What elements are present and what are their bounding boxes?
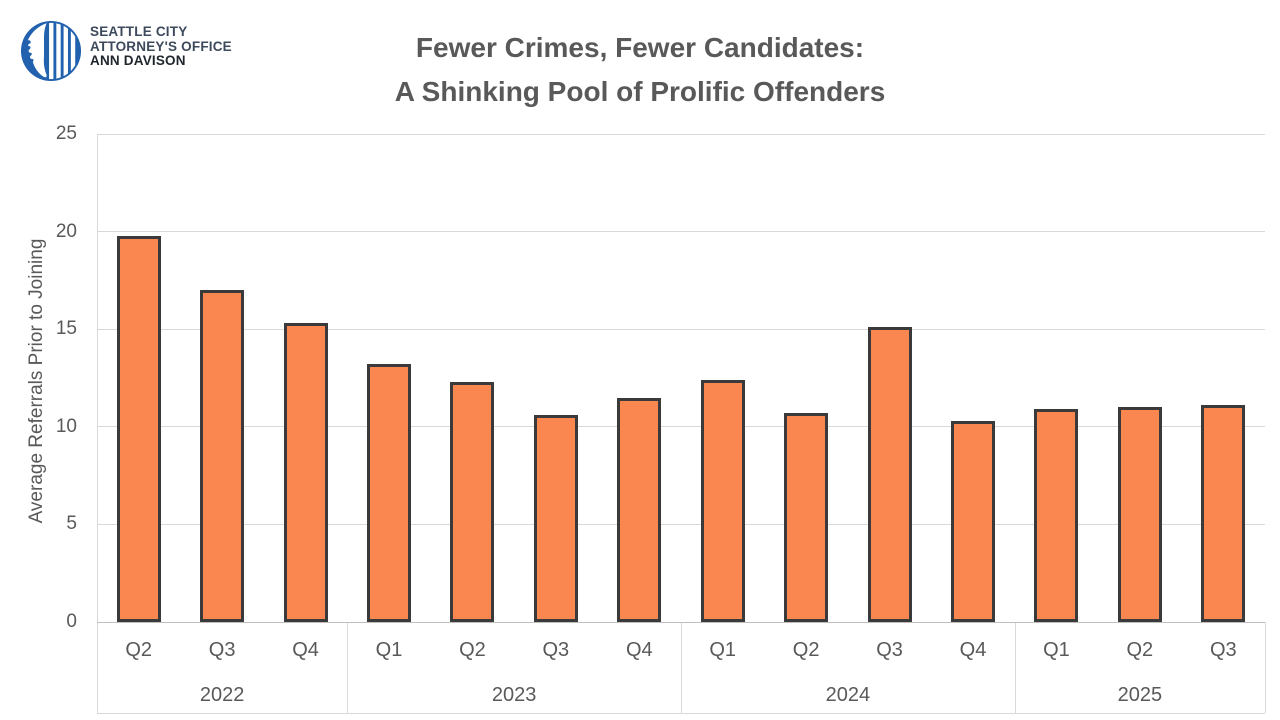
y-tick-15: 15: [55, 318, 77, 340]
chart-title-line1: Fewer Crimes, Fewer Candidates:: [415, 32, 865, 63]
x-group-label-2024: 2024: [825, 684, 871, 706]
chart-title-line2: A Shinking Pool of Prolific Offenders: [394, 76, 886, 107]
emblem-stripes: [49, 22, 76, 80]
gridline-20: [97, 231, 1265, 233]
bar-2025-Q3: [1201, 405, 1246, 622]
gridline-25: [97, 133, 1265, 135]
y-tick-10: 10: [55, 415, 77, 437]
gridline-10: [97, 426, 1265, 428]
y-tick-20: 20: [55, 220, 77, 242]
bar-2025-Q1: [1034, 409, 1079, 622]
bar-2024-Q1: [700, 379, 745, 622]
x-label-2023-Q4: Q4: [625, 639, 653, 661]
x-label-2024-Q3: Q3: [876, 639, 903, 661]
seattle-city-emblem-icon: [20, 20, 82, 82]
group-separator-2022: [347, 622, 349, 713]
x-label-2025-Q2: Q2: [1126, 639, 1154, 661]
chief-seattle-profile-icon: [27, 23, 47, 78]
x-label-2022-Q3: Q3: [208, 639, 236, 661]
logo-block: SEATTLE CITY ATTORNEY'S OFFICE ANN DAVIS…: [20, 20, 232, 82]
attorney-name: ANN DAVISON: [90, 53, 186, 68]
bar-2024-Q3: [867, 327, 912, 622]
x-label-2023-Q1: Q1: [375, 639, 403, 661]
bar-2024-Q2: [784, 413, 829, 622]
bar-2023-Q1: [367, 364, 411, 622]
bar-2024-Q4: [951, 420, 995, 622]
org-name-line2: ATTORNEY'S OFFICE: [90, 38, 232, 54]
bar-2022-Q4: [283, 323, 328, 622]
bar-2025-Q2: [1117, 407, 1162, 622]
gridline-15: [97, 328, 1265, 330]
plot-right-border: [1265, 622, 1266, 713]
org-text: SEATTLE CITY ATTORNEY'S OFFICE ANN DAVIS…: [90, 20, 232, 82]
bar-2023-Q2: [450, 381, 495, 622]
y-axis-title: Average Referrals Prior to Joining: [26, 238, 47, 524]
axis-bottom-border: [97, 713, 1265, 714]
x-label-2025-Q1: Q1: [1043, 639, 1070, 661]
chart-title: Fewer Crimes, Fewer Candidates: A Shinki…: [0, 26, 1280, 114]
bar-2023-Q4: [617, 397, 662, 622]
x-axis-line: [97, 622, 1265, 623]
x-label-2024-Q4: Q4: [959, 639, 987, 661]
bar-2022-Q3: [200, 290, 245, 622]
plot-left-border: [97, 134, 98, 713]
group-separator-2024: [1014, 622, 1016, 713]
x-label-2022-Q4: Q4: [292, 639, 319, 661]
bar-2022-Q2: [116, 235, 161, 622]
group-separator-2023: [681, 622, 682, 713]
y-tick-5: 5: [66, 513, 77, 535]
x-group-label-2023: 2023: [491, 684, 537, 706]
x-label-2023-Q3: Q3: [542, 639, 570, 661]
x-group-label-2025: 2025: [1117, 684, 1163, 706]
x-group-label-2022: 2022: [199, 684, 245, 706]
bar-2023-Q3: [533, 415, 578, 622]
org-name-line1: SEATTLE CITY: [90, 24, 188, 39]
y-tick-25: 25: [55, 123, 77, 144]
y-tick-0: 0: [66, 611, 77, 632]
x-label-2024-Q1: Q1: [709, 639, 737, 661]
gridline-5: [97, 523, 1265, 525]
x-label-2025-Q3: Q3: [1209, 639, 1237, 661]
x-label-2024-Q2: Q2: [792, 639, 820, 661]
x-label-2023-Q2: Q2: [459, 639, 486, 661]
x-label-2022-Q2: Q2: [125, 639, 153, 661]
